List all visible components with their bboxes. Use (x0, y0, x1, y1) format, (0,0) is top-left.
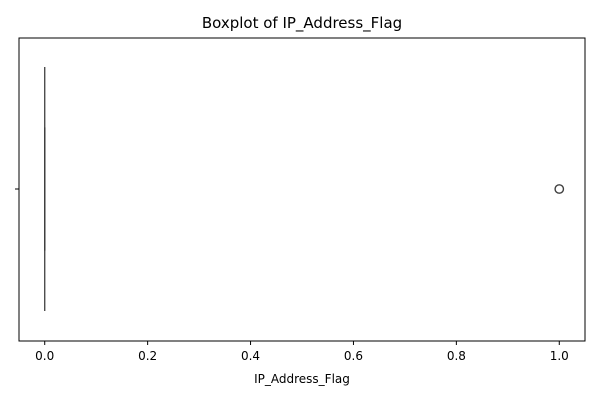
chart-title: Boxplot of IP_Address_Flag (202, 14, 402, 33)
x-tick-label: 0.8 (447, 349, 466, 363)
x-tick-label: 0.0 (35, 349, 54, 363)
x-tick-label: 0.4 (241, 349, 260, 363)
x-axis: 0.0 0.2 0.4 0.6 0.8 1.0 (35, 341, 569, 363)
plot-frame (18, 37, 586, 342)
x-tick-label: 0.2 (138, 349, 157, 363)
outlier-point (554, 184, 565, 194)
x-tick-label: 1.0 (550, 349, 569, 363)
x-tick-label: 0.6 (344, 349, 363, 363)
plot-area (44, 67, 565, 311)
x-axis-label: IP_Address_Flag (254, 372, 350, 386)
